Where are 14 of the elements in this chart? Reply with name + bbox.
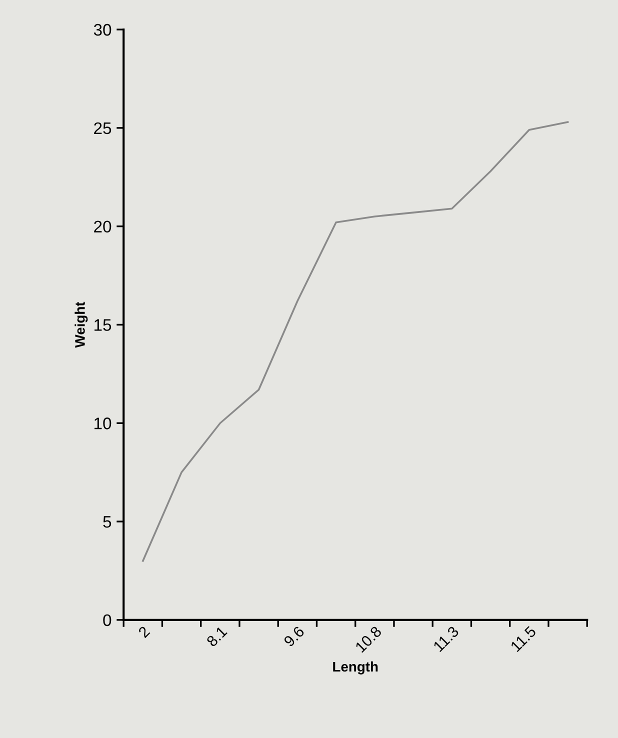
y-tick-label: 5 (103, 516, 112, 528)
y-tick-label: 20 (94, 220, 112, 233)
y-tick-label: 15 (94, 319, 112, 331)
y-tick-label: 25 (94, 122, 112, 134)
y-tick-label: 30 (94, 24, 112, 36)
y-tick-label: 10 (94, 418, 112, 430)
y-axis-title: Weight (74, 302, 88, 348)
x-tick-label: 2 (138, 626, 150, 638)
line-series (142, 121, 569, 562)
x-tick-label: 9.6 (283, 626, 305, 648)
x-axis-title: Length (333, 661, 378, 674)
x-tick-label: 8.1 (206, 626, 228, 648)
y-tick-label: 0 (103, 614, 112, 626)
x-tick-label: 11.3 (432, 626, 460, 652)
